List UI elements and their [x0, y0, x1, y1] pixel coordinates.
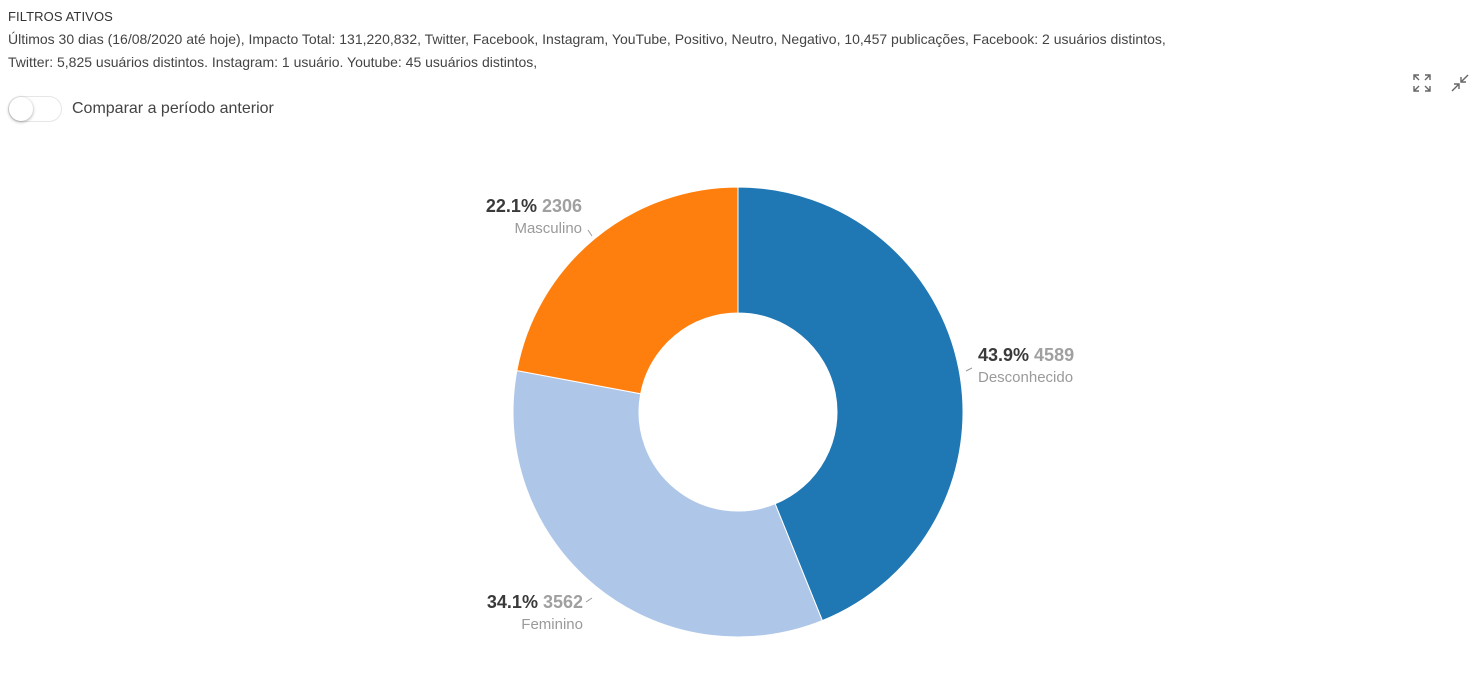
- slice-value-label-masculino: 22.1% 2306: [486, 196, 582, 216]
- expand-icon: [1413, 74, 1431, 92]
- filters-line-1: Últimos 30 dias (16/08/2020 até hoje), I…: [8, 31, 1166, 47]
- slice-category-label-masculino: Masculino: [514, 220, 582, 237]
- slice-count: 2306: [537, 196, 582, 216]
- filters-line-2: Twitter: 5,825 usuários distintos. Insta…: [8, 54, 538, 70]
- filters-title: FILTROS ATIVOS: [8, 9, 113, 24]
- label-connector-masculino: [587, 229, 593, 237]
- compare-previous-period: Comparar a período anterior: [8, 96, 274, 122]
- active-filters: FILTROS ATIVOS Últimos 30 dias (16/08/20…: [8, 8, 1398, 74]
- compare-toggle-switch[interactable]: [8, 96, 62, 122]
- slice-masculino[interactable]: [516, 186, 739, 395]
- slice-count: 4589: [1029, 345, 1074, 365]
- slice-value-label-feminino: 34.1% 3562: [487, 592, 583, 612]
- slice-percent: 43.9%: [978, 345, 1029, 365]
- slice-percent: 34.1%: [487, 592, 538, 612]
- toggle-knob: [9, 97, 33, 121]
- chart-slices: [512, 186, 964, 638]
- slice-feminino[interactable]: [512, 369, 823, 638]
- slice-desconhecido[interactable]: [737, 186, 964, 622]
- slice-category-label-desconhecido: Desconhecido: [978, 369, 1073, 386]
- label-connector-desconhecido: [965, 367, 973, 372]
- label-connector-feminino: [585, 597, 593, 603]
- collapse-button[interactable]: [1449, 72, 1471, 94]
- expand-button[interactable]: [1411, 72, 1433, 94]
- slice-category-label-feminino: Feminino: [521, 616, 583, 633]
- compare-toggle-label: Comparar a período anterior: [72, 100, 274, 117]
- slice-count: 3562: [538, 592, 583, 612]
- slice-value-label-desconhecido: 43.9% 4589: [978, 345, 1074, 365]
- slice-percent: 22.1%: [486, 196, 537, 216]
- chart-labels: 43.9% 4589 Desconhecido 34.1% 3562 Feminino…: [486, 196, 1074, 633]
- filters-description: Últimos 30 dias (16/08/2020 até hoje), I…: [8, 28, 1398, 74]
- collapse-icon: [1451, 74, 1469, 92]
- chart-toolbar: [1411, 72, 1471, 94]
